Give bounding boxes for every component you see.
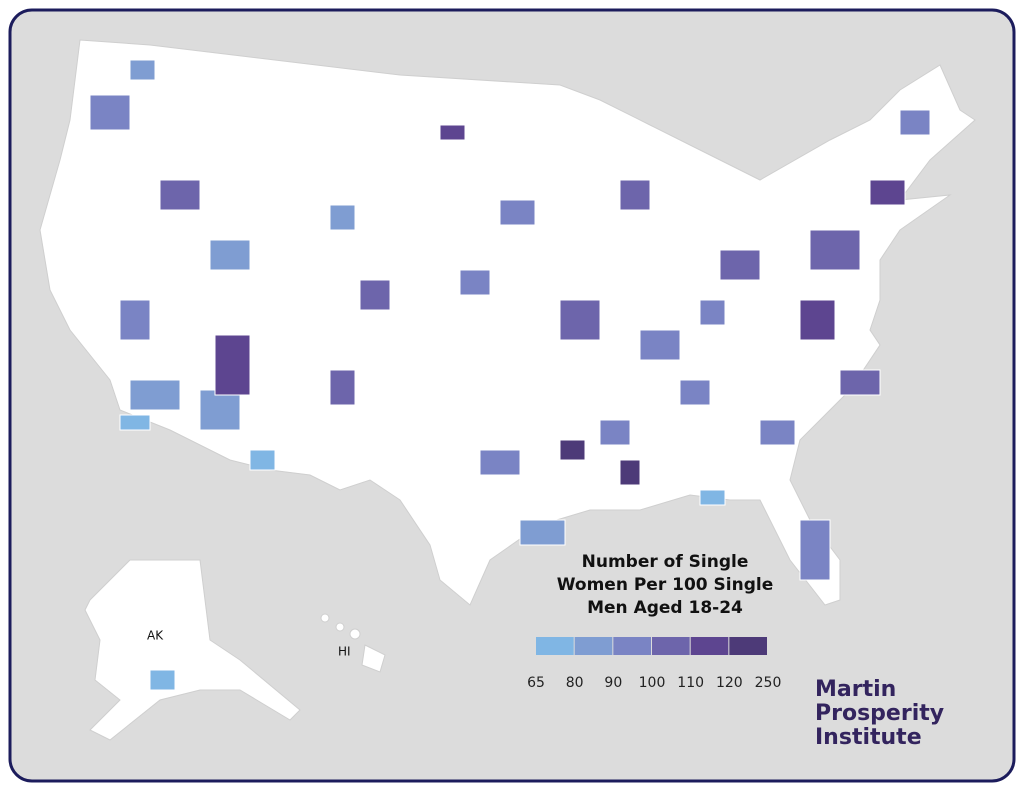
legend-tick-label: 100: [639, 675, 666, 691]
logo-text: Prosperity: [815, 701, 944, 726]
state-label: HI: [338, 645, 351, 659]
island: [320, 613, 330, 623]
metro-patch: [359, 279, 391, 311]
metro-patch: [799, 299, 836, 341]
legend-tick-label: 120: [716, 675, 743, 691]
metro-patch: [559, 439, 586, 461]
legend-title: Men Aged 18-24: [587, 598, 743, 618]
metro-patch: [619, 179, 651, 211]
legend-swatch: [729, 637, 767, 655]
metro-patch: [119, 414, 151, 431]
metro-patch: [129, 379, 181, 411]
metro-patch: [799, 519, 831, 581]
metro-areas: [89, 59, 931, 691]
island: [361, 644, 386, 673]
metro-patch: [329, 369, 356, 406]
legend-tick-label: 90: [604, 675, 622, 691]
metro-patch: [699, 489, 726, 506]
legend-swatch: [652, 637, 690, 655]
metro-patch: [439, 124, 466, 141]
legend-swatch: [536, 637, 574, 655]
metro-patch: [89, 94, 131, 131]
alaska: [84, 559, 301, 741]
metro-patch: [719, 249, 761, 281]
legend-tick-label: 65: [527, 675, 545, 691]
legend-tick-label: 110: [677, 675, 704, 691]
island: [349, 628, 361, 640]
metro-patch: [869, 179, 906, 206]
island: [335, 622, 345, 632]
metro-patch: [479, 449, 521, 476]
metro-patch: [559, 299, 601, 341]
logo-text: Institute: [815, 725, 922, 750]
legend-title: Women Per 100 Single: [557, 575, 773, 595]
metro-patch: [199, 389, 241, 431]
metro-patch: [839, 369, 881, 396]
metro-patch: [329, 204, 356, 231]
metro-patch: [619, 459, 641, 486]
legend-swatch: [690, 637, 729, 655]
legend-tick-label: 80: [566, 675, 584, 691]
metro-patch: [149, 669, 176, 691]
legend-swatch: [574, 637, 613, 655]
metro-patch: [159, 179, 201, 211]
logo-text: Martin: [815, 677, 896, 702]
metro-patch: [459, 269, 491, 296]
state-label: AK: [147, 629, 164, 643]
metro-patch: [809, 229, 861, 271]
metro-patch: [249, 449, 276, 471]
metro-patch: [214, 334, 251, 396]
metro-patch: [599, 419, 631, 446]
metro-patch: [759, 419, 796, 446]
metro-patch: [499, 199, 536, 226]
metro-patch: [129, 59, 156, 81]
metro-patch: [679, 379, 711, 406]
legend-tick-label: 250: [755, 675, 782, 691]
metro-patch: [519, 519, 566, 546]
metro-patch: [699, 299, 726, 326]
legend-title: Number of Single: [582, 552, 749, 572]
metro-patch: [899, 109, 931, 136]
legend-swatch: [613, 637, 651, 655]
metro-patch: [209, 239, 251, 271]
legend: Number of Single Women Per 100 Single Me…: [527, 552, 781, 691]
hawaii: [320, 613, 386, 673]
metro-patch: [639, 329, 681, 361]
metro-patch: [119, 299, 151, 341]
